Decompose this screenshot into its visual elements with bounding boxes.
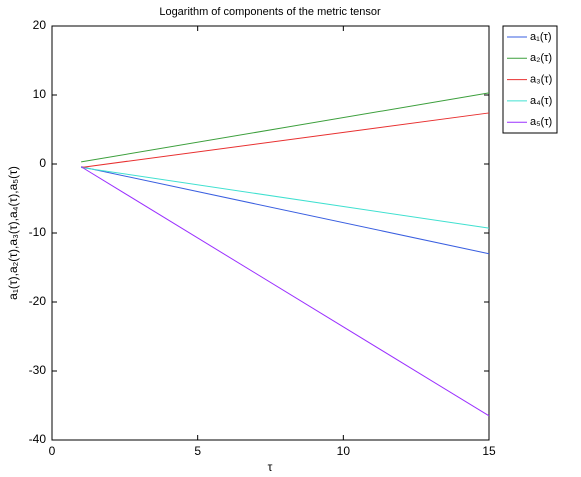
y-axis-label: a₁(τ),a₂(τ),a₃(τ),a₄(τ),a₅(τ) <box>6 166 20 300</box>
plot-area <box>51 25 490 441</box>
y-tick-label: 10 <box>33 87 47 101</box>
y-tick-label: -40 <box>29 432 47 446</box>
legend-label: a₁(τ) <box>530 31 552 43</box>
legend-label: a₄(τ) <box>530 95 552 107</box>
series-line <box>81 92 490 163</box>
x-tick-label: 0 <box>49 444 56 458</box>
series-line <box>81 166 490 229</box>
legend-label: a₃(τ) <box>530 74 552 86</box>
y-tick-label: 0 <box>39 156 46 170</box>
series-line <box>81 112 490 168</box>
series-line <box>80 166 490 417</box>
x-tick-label: 10 <box>337 444 351 458</box>
y-tick-label: -20 <box>29 294 47 308</box>
x-tick-label: 15 <box>482 444 496 458</box>
x-tick-label: 5 <box>194 444 201 458</box>
y-tick-label: -30 <box>29 363 47 377</box>
y-tick-label: 20 <box>33 18 47 32</box>
legend-label: a₅(τ) <box>530 116 552 128</box>
chart-title: Logarithm of components of the metric te… <box>159 6 381 18</box>
legend-label: a₂(τ) <box>530 52 552 64</box>
series-line <box>81 166 490 255</box>
y-tick-label: -10 <box>29 225 47 239</box>
x-axis-label: τ <box>268 460 273 474</box>
